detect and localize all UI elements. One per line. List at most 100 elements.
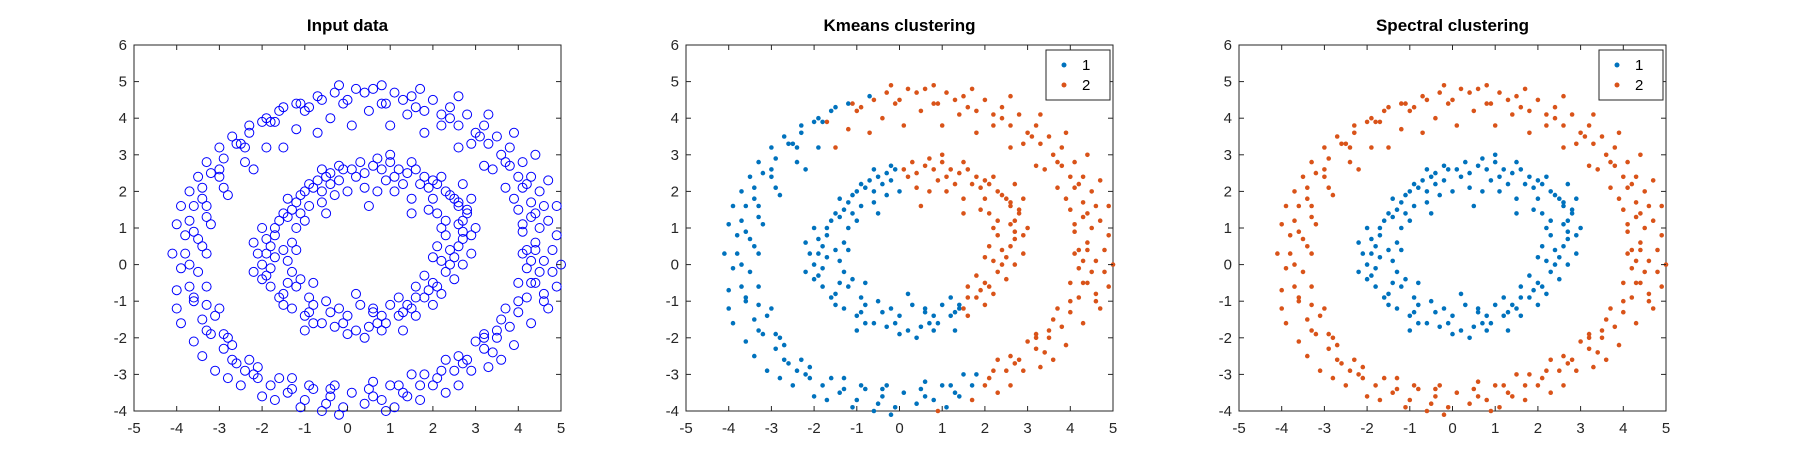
data-point-series-2 (858, 104, 864, 110)
x-tick-label: 0 (895, 420, 903, 437)
data-point-series-2 (1296, 295, 1302, 300)
data-point (376, 310, 387, 321)
data-point-series-1 (884, 170, 889, 176)
data-point-series-1 (961, 372, 966, 377)
data-point (287, 237, 297, 248)
data-point (496, 149, 507, 160)
data-point-series-1 (1450, 313, 1455, 319)
data-point-series-2 (1633, 214, 1639, 220)
data-point-series-2 (1016, 112, 1022, 117)
data-point (513, 277, 524, 288)
data-point (376, 98, 387, 109)
data-point-series-2 (1292, 189, 1297, 194)
data-point-series-2 (999, 262, 1005, 267)
data-point-series-1 (781, 134, 787, 139)
data-point-series-1 (1364, 262, 1370, 267)
data-point-series-1 (747, 269, 753, 275)
data-point-series-2 (1055, 159, 1060, 165)
data-point-series-2 (1569, 357, 1575, 363)
data-point-series-1 (807, 364, 813, 370)
data-point-series-2 (1603, 317, 1609, 322)
data-point-series-1 (1544, 258, 1549, 264)
data-point (363, 384, 374, 394)
data-point-series-2 (1514, 372, 1519, 377)
data-point (470, 223, 481, 233)
data-point-series-2 (1343, 141, 1349, 147)
data-point-series-1 (892, 167, 898, 172)
data-point (372, 153, 383, 164)
data-point-series-1 (871, 408, 877, 414)
data-point (252, 362, 263, 373)
data-point (197, 241, 208, 252)
data-point (440, 266, 451, 277)
data-point (269, 230, 280, 241)
data-point (466, 138, 477, 149)
data-point-series-2 (1317, 313, 1323, 319)
data-point-series-1 (1437, 192, 1442, 198)
data-point-series-2 (1642, 269, 1647, 275)
x-tick-label: 2 (981, 420, 989, 437)
data-point (436, 365, 447, 376)
scatter-points (167, 80, 566, 420)
data-point (517, 219, 528, 230)
data-point-series-2 (1399, 126, 1404, 132)
data-point (274, 373, 285, 384)
data-point-series-2 (935, 408, 941, 414)
data-point-series-1 (922, 306, 928, 311)
data-point-series-1 (897, 189, 902, 194)
panel-kmeans-clustering: Kmeans clustering -5 -4 -3 -2 -1 0 1 2 3 4 5-4-3-2… (666, 16, 1118, 437)
data-point-series-1 (892, 405, 898, 410)
data-point-series-1 (1539, 244, 1545, 249)
data-point-series-1 (756, 214, 761, 220)
data-point-series-2 (1343, 383, 1349, 388)
data-point-series-1 (743, 339, 749, 344)
data-point-series-1 (820, 266, 825, 271)
data-point (415, 83, 426, 94)
data-point (351, 171, 361, 182)
data-point (432, 208, 443, 219)
data-point-series-2 (1330, 335, 1336, 341)
data-point-series-2 (939, 123, 945, 128)
data-point (316, 406, 327, 416)
data-point (517, 157, 528, 168)
data-point-series-1 (739, 189, 744, 194)
data-point-series-1 (888, 412, 894, 418)
data-point (214, 303, 225, 314)
data-point (410, 281, 421, 292)
data-point-series-2 (969, 397, 975, 403)
data-point-series-2 (1386, 145, 1391, 150)
data-point-series-2 (1527, 130, 1532, 136)
data-point-series-2 (1471, 386, 1477, 392)
data-point (427, 193, 438, 204)
data-point (376, 164, 387, 175)
data-point-series-2 (1616, 196, 1622, 201)
data-point (321, 171, 332, 182)
data-point-series-1 (1557, 254, 1562, 260)
data-point-series-1 (811, 225, 817, 231)
data-point-series-1 (1544, 225, 1549, 231)
chart-title: Input data (307, 16, 389, 35)
data-point-series-2 (1292, 284, 1297, 289)
data-point-series-2 (1300, 236, 1306, 242)
data-point-series-2 (1076, 247, 1082, 253)
data-point-series-1 (833, 211, 838, 216)
data-point-series-1 (1424, 189, 1430, 194)
data-point-series-2 (1561, 145, 1566, 150)
data-point-series-1 (1403, 211, 1408, 216)
data-point-series-1 (1407, 218, 1413, 223)
data-point-series-2 (1552, 104, 1558, 110)
data-point-series-1 (764, 313, 770, 319)
data-point-series-1 (858, 203, 864, 209)
data-point (547, 266, 558, 277)
data-point-series-2 (999, 115, 1005, 121)
data-point-series-1 (824, 225, 830, 231)
data-point-series-1 (769, 145, 774, 150)
data-point (423, 285, 434, 296)
data-point-series-2 (1352, 357, 1357, 363)
data-point-series-2 (1633, 280, 1639, 286)
data-point-series-1 (914, 335, 919, 341)
data-point (406, 157, 417, 168)
data-point (359, 87, 370, 98)
data-point-series-1 (1471, 203, 1477, 209)
data-point-series-2 (1574, 368, 1579, 374)
